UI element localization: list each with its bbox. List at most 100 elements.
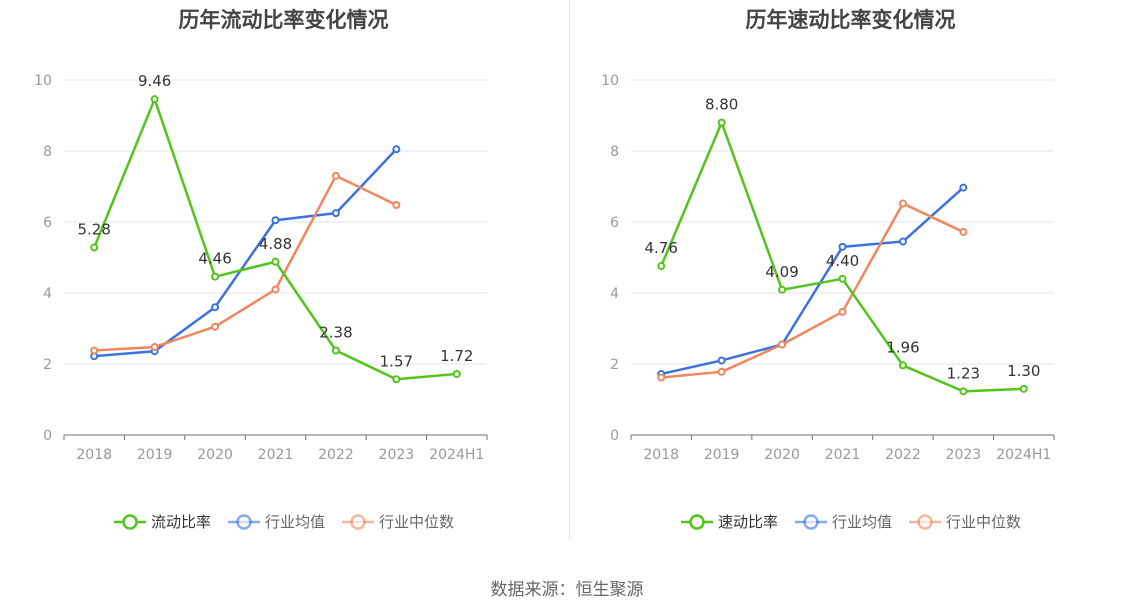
legend-marker-icon	[680, 513, 713, 530]
data-point-orange[interactable]	[392, 200, 401, 209]
data-point-orange[interactable]	[657, 373, 666, 382]
x-tick-label: 2022	[885, 447, 921, 463]
chart-legend: 流动比率 行业均值 行业中位数	[0, 511, 567, 532]
y-tick-label: 4	[43, 286, 52, 302]
x-tick-label: 2024H1	[429, 447, 484, 463]
x-tick-label: 2023	[379, 447, 415, 463]
data-point-green[interactable]	[838, 274, 847, 283]
chart-title: 历年速动比率变化情况	[745, 8, 956, 32]
data-point-blue[interactable]	[392, 145, 401, 154]
data-point-orange[interactable]	[331, 171, 340, 180]
data-label: 8.80	[705, 96, 738, 114]
x-tick-label: 2019	[137, 447, 173, 463]
data-point-orange[interactable]	[90, 346, 99, 355]
data-point-green[interactable]	[331, 346, 340, 355]
data-point-green[interactable]	[1019, 384, 1028, 393]
series-line-blue	[94, 148, 398, 358]
data-label: 1.30	[1007, 362, 1040, 380]
legend-marker-icon	[794, 513, 827, 530]
data-point-orange[interactable]	[838, 307, 847, 316]
x-tick-label: 2022	[318, 447, 354, 463]
legend-item-blue[interactable]: 行业均值	[794, 511, 892, 532]
legend-marker-icon	[909, 513, 941, 530]
data-point-blue[interactable]	[717, 356, 726, 365]
x-tick-label: 2024H1	[996, 447, 1051, 463]
chart-title: 历年流动比率变化情况	[178, 8, 389, 32]
current-ratio-line-chart: 0 2 4 6 8 10 2018 2019 2020 2021 2022 2023 2024H1 5.2…	[34, 72, 488, 463]
data-point-green[interactable]	[657, 262, 666, 271]
data-point-blue[interactable]	[331, 209, 340, 218]
data-point-green[interactable]	[90, 243, 99, 252]
x-tick-label: 2020	[197, 447, 233, 463]
data-point-green[interactable]	[392, 375, 401, 384]
y-tick-label: 10	[601, 73, 619, 89]
legend-item-orange[interactable]: 行业中位数	[341, 511, 454, 532]
x-tick-label: 2023	[946, 447, 982, 463]
series-line-orange	[94, 174, 397, 352]
data-label: 1.23	[947, 364, 980, 382]
chart-panel-quick-ratio: 历年速动比率变化情况 0 2 4 6 8 10 2018 2019 2020 2021 2022 20…	[567, 0, 1134, 545]
data-point-green[interactable]	[452, 369, 461, 378]
legend-label: 速动比率	[717, 513, 778, 531]
x-tick-label: 2018	[76, 447, 112, 463]
data-point-orange[interactable]	[898, 199, 907, 208]
data-label: 1.96	[886, 338, 919, 356]
data-point-orange[interactable]	[150, 342, 159, 351]
legend-marker-icon	[342, 513, 374, 530]
y-tick-label: 8	[43, 144, 52, 160]
series-line-orange	[661, 202, 964, 379]
legend-item-blue[interactable]: 行业均值	[227, 511, 325, 532]
data-label: 4.88	[259, 235, 292, 253]
panel-divider	[569, 0, 570, 540]
legend-label: 行业均值	[831, 513, 892, 531]
data-point-blue[interactable]	[211, 303, 220, 312]
y-tick-label: 4	[610, 286, 619, 302]
data-point-blue[interactable]	[959, 183, 968, 192]
legend-label: 行业中位数	[946, 513, 1022, 531]
data-point-green[interactable]	[717, 118, 726, 127]
x-tick-label: 2021	[258, 447, 294, 463]
y-tick-label: 0	[610, 428, 619, 444]
data-label: 4.76	[645, 239, 678, 257]
data-point-green[interactable]	[898, 361, 907, 370]
chart-panel-current-ratio: 历年流动比率变化情况 0 2 4 6 8 10 2018 2019 2020 2021 2022 20…	[0, 0, 567, 545]
y-tick-label: 6	[43, 215, 52, 231]
data-point-green[interactable]	[778, 285, 787, 294]
y-tick-label: 0	[43, 428, 52, 444]
legend-label: 流动比率	[150, 513, 211, 531]
y-tick-label: 2	[610, 357, 619, 373]
data-point-blue[interactable]	[271, 216, 280, 225]
legend-item-orange[interactable]: 行业中位数	[908, 511, 1021, 532]
y-tick-label: 10	[34, 73, 52, 89]
legend-label: 行业均值	[264, 513, 325, 531]
data-point-orange[interactable]	[211, 322, 220, 331]
x-tick-label: 2018	[643, 447, 679, 463]
data-point-green[interactable]	[150, 95, 159, 104]
x-tick-label: 2021	[825, 447, 861, 463]
data-point-blue[interactable]	[838, 242, 847, 251]
data-point-orange[interactable]	[271, 285, 280, 294]
legend-item-green[interactable]: 流动比率	[113, 511, 211, 532]
legend-item-green[interactable]: 速动比率	[680, 511, 778, 532]
data-point-green[interactable]	[271, 257, 280, 266]
data-point-orange[interactable]	[717, 367, 726, 376]
data-label: 9.46	[138, 72, 171, 90]
series-line-blue	[660, 186, 965, 376]
y-tick-label: 6	[610, 215, 619, 231]
quick-ratio-line-chart: 0 2 4 6 8 10 2018 2019 2020 2021 2022 2023 2024H1 4.7…	[601, 73, 1055, 463]
legend-marker-icon	[113, 513, 146, 530]
data-point-blue[interactable]	[898, 237, 907, 246]
data-point-orange[interactable]	[778, 340, 787, 349]
data-point-green[interactable]	[211, 272, 220, 281]
x-tick-label: 2019	[704, 447, 740, 463]
data-label: 4.46	[198, 250, 231, 268]
x-tick-label: 2020	[764, 447, 800, 463]
legend-marker-icon	[227, 513, 260, 530]
data-point-green[interactable]	[959, 387, 968, 396]
data-label: 2.38	[319, 324, 352, 342]
legend-label: 行业中位数	[379, 513, 455, 531]
data-point-orange[interactable]	[959, 227, 968, 236]
data-label: 4.40	[826, 252, 859, 270]
chart-legend: 速动比率 行业均值 行业中位数	[567, 511, 1134, 532]
data-label: 1.72	[440, 347, 473, 365]
